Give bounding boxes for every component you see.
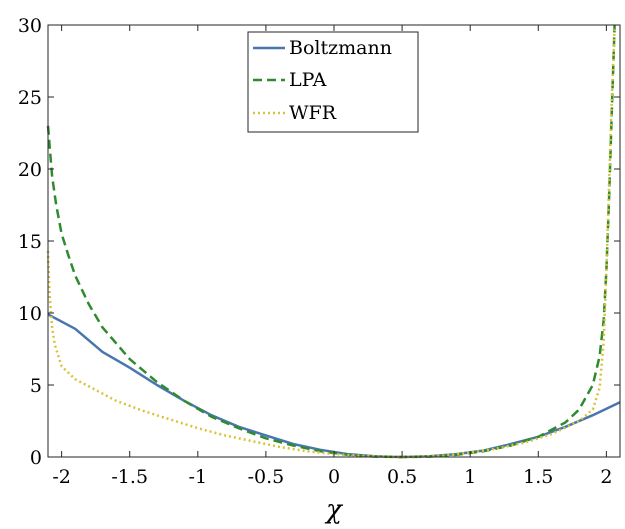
series-line-wfr bbox=[46, 29, 616, 459]
x-tick-label: -2 bbox=[52, 466, 71, 488]
legend-label-boltzmann: Boltzmann bbox=[289, 37, 392, 59]
y-tick-label: 10 bbox=[18, 303, 42, 325]
legend-label-wfr: WFR bbox=[289, 102, 337, 124]
y-tick-label: 15 bbox=[18, 231, 42, 253]
x-tick-label: 1 bbox=[464, 466, 476, 488]
x-tick-label: -1 bbox=[189, 466, 208, 488]
x-tick-label: 2 bbox=[600, 466, 612, 488]
x-tick-label: -0.5 bbox=[248, 466, 285, 488]
legend: Boltzmann LPA WFR bbox=[247, 31, 419, 133]
y-tick-label: 20 bbox=[18, 159, 42, 181]
y-tick-labels: 0 5 10 15 20 25 30 bbox=[18, 15, 42, 469]
y-tick-label: 5 bbox=[30, 375, 42, 397]
x-tick-label: 0 bbox=[328, 466, 340, 488]
y-tick-label: 25 bbox=[18, 87, 42, 109]
x-tick-label: 0.5 bbox=[387, 466, 417, 488]
x-tick-label: -1.5 bbox=[111, 466, 148, 488]
y-tick-label: 30 bbox=[18, 15, 42, 37]
x-axis-label: χ bbox=[324, 495, 344, 525]
legend-label-lpa: LPA bbox=[289, 69, 327, 91]
y-tick-label: 0 bbox=[30, 447, 42, 469]
x-tick-label: 1.5 bbox=[523, 466, 553, 488]
x-tick-labels: -2 -1.5 -1 -0.5 0 0.5 1 1.5 2 bbox=[52, 466, 612, 488]
ticks-layer bbox=[48, 24, 620, 458]
